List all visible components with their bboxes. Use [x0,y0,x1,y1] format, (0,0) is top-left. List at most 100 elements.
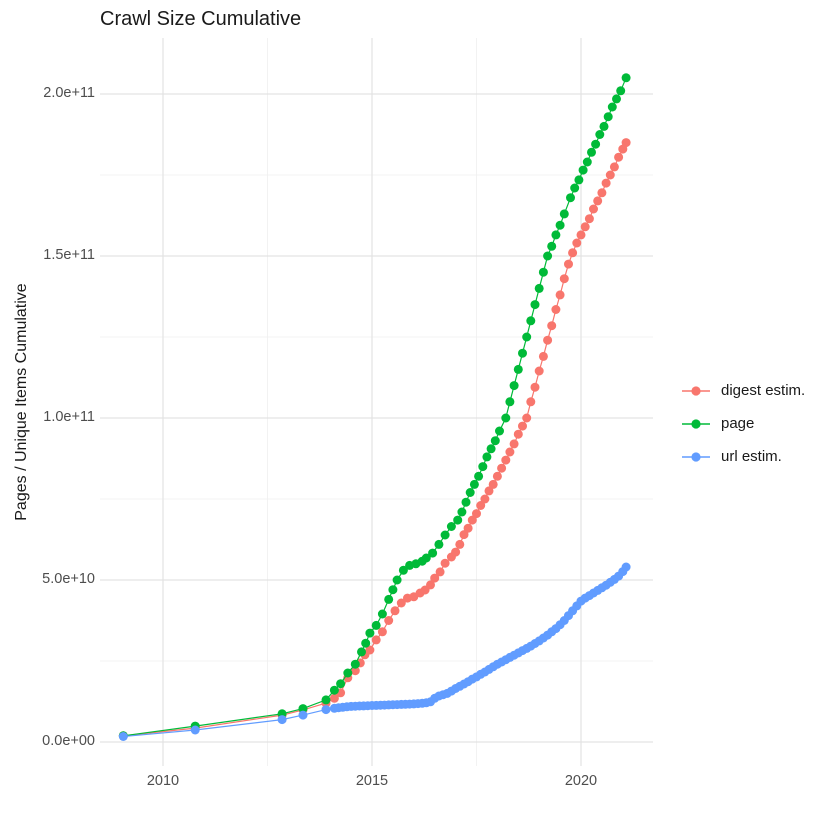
data-point-page [547,241,557,251]
legend-key-dot [691,418,701,429]
legend-label: url estim. [721,448,782,465]
data-point-page [361,638,371,648]
data-point-digest-estim [426,580,435,590]
data-point-digest-estim [543,335,553,345]
data-point-digest-estim [534,366,544,376]
data-point-page [421,553,431,563]
legend-key-icon [682,385,710,396]
data-point-digest-estim [538,351,548,361]
data-point-digest-estim [390,606,400,616]
data-point-page [428,548,438,558]
data-point-page [478,462,488,472]
data-point-digest-estim [518,421,527,431]
data-point-url-estim [298,710,308,720]
data-point-digest-estim [593,196,603,206]
chart-title: Crawl Size Cumulative [100,8,302,30]
data-point-digest-estim [572,238,582,248]
data-point-digest-estim [505,447,515,457]
data-point-digest-estim [614,152,624,162]
data-point-digest-estim [580,222,590,232]
data-point-url-estim [321,705,331,715]
data-point-page [513,364,523,374]
data-point-digest-estim [509,439,519,449]
data-point-digest-estim [440,558,450,568]
data-point-page [474,471,484,481]
data-point-page [587,147,596,157]
data-point-page [486,444,496,454]
data-point-page [591,139,601,149]
data-point-page [371,620,381,630]
data-point-page [522,332,532,342]
data-point-digest-estim [492,471,502,481]
legend-key-dot [691,451,701,462]
data-point-digest-estim [430,573,440,583]
data-point-digest-estim [377,627,387,637]
legend: digest estim. page url estim. [681,374,805,473]
data-point-digest-estim [621,138,631,148]
data-point-digest-estim [484,486,494,496]
data-point-url-estim [118,732,128,741]
data-point-page [526,316,536,326]
data-point-digest-estim [476,501,486,510]
data-point-digest-estim [513,429,523,439]
data-point-page [377,609,387,619]
data-point-digest-estim [522,413,532,423]
data-point-page [343,668,353,678]
data-point-url-estim [277,715,287,725]
legend-entry-url-estim: url estim. [681,440,805,473]
legend-key-icon [682,451,710,462]
x-tick-label: 2020 [564,773,598,789]
data-point-page [457,507,467,517]
data-point-page [329,685,339,695]
data-point-digest-estim [451,547,461,557]
data-point-digest-estim [530,382,540,392]
y-tick-label: 2.0e+11 [43,85,95,101]
data-point-digest-estim [497,463,507,473]
data-point-digest-estim [459,530,469,540]
data-point-page [570,183,580,193]
data-point-page [612,94,621,104]
data-point-digest-estim [455,539,465,549]
data-point-digest-estim [601,178,611,188]
data-point-page [534,283,544,293]
data-point-page [298,704,308,714]
y-tick-label: 1.5e+11 [43,247,95,263]
data-point-page [574,175,584,185]
data-point-page [551,230,561,240]
data-point-page [538,267,548,277]
data-point-page [599,121,609,131]
data-point-page [350,659,360,669]
data-point-page [530,300,540,310]
legend-entry-page: page [681,407,805,440]
data-point-page [365,628,375,638]
data-point-digest-estim [467,515,477,525]
data-point-page [518,348,527,358]
data-point-digest-estim [488,479,498,489]
data-point-digest-estim [384,616,394,625]
data-point-digest-estim [435,567,445,577]
data-point-digest-estim [480,494,490,504]
data-point-page [453,515,463,525]
data-point-page [616,86,626,96]
legend-entry-digest-estim: digest estim. [681,374,805,407]
legend-key-icon [682,418,710,429]
data-point-digest-estim [576,230,586,240]
data-point-page [469,479,479,489]
data-point-digest-estim [526,397,536,407]
data-point-page [482,452,492,462]
data-point-page [543,251,553,261]
legend-label: page [721,415,755,432]
data-point-page [388,585,398,595]
data-point-digest-estim [501,455,511,465]
plot-panel [100,38,653,766]
data-point-page [578,165,588,175]
data-point-page [446,522,456,531]
data-point-digest-estim [589,204,598,214]
data-point-digest-estim [371,635,381,645]
legend-label: digest estim. [721,382,806,399]
data-point-digest-estim [605,170,615,180]
data-point-url-estim [190,725,200,735]
data-point-digest-estim [463,523,473,533]
